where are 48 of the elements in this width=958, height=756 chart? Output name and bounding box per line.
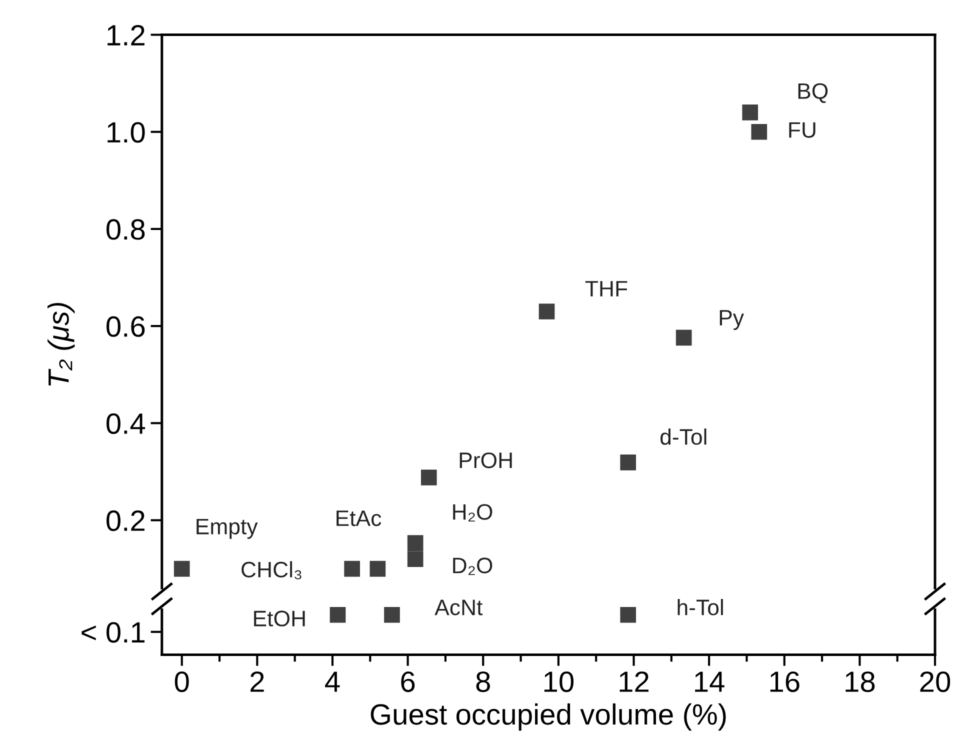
annotation: CHCl₃ bbox=[242, 561, 302, 580]
annotation: d-Tol bbox=[660, 428, 706, 445]
x-axis-title: Guest occupied volume (%) bbox=[370, 703, 726, 731]
annotation: D₂O bbox=[453, 558, 492, 576]
point bbox=[330, 606, 346, 623]
x-tick-label: 16 bbox=[770, 671, 800, 692]
x-tick-label: 12 bbox=[620, 671, 649, 692]
y-tick-label: < 0.1 bbox=[82, 622, 145, 643]
annotation: Empty bbox=[196, 518, 258, 539]
y-tick-label: 1.0 bbox=[108, 122, 145, 143]
annotation: FU bbox=[789, 122, 816, 138]
y-axis-title: T₂ (μs) bbox=[48, 302, 75, 386]
point bbox=[751, 124, 768, 140]
annotation: Py bbox=[720, 310, 744, 330]
annotation: BQ bbox=[798, 83, 828, 103]
point bbox=[742, 104, 758, 120]
annotation: H₂O bbox=[453, 504, 492, 522]
x-tick-label: 8 bbox=[476, 671, 490, 692]
x-tick-label: 2 bbox=[250, 671, 264, 692]
point bbox=[384, 606, 400, 623]
y-tick-label: 1.2 bbox=[108, 24, 144, 46]
y-tick-label: 0.8 bbox=[106, 219, 145, 240]
x-tick-label: 20 bbox=[920, 671, 950, 692]
y-tick-label: 0.4 bbox=[106, 413, 146, 434]
point bbox=[676, 330, 692, 346]
annotation: h-Tol bbox=[678, 598, 723, 616]
y-tick-label: 0.2 bbox=[106, 510, 144, 532]
point bbox=[174, 560, 190, 577]
y-tick-label: 0.6 bbox=[106, 316, 145, 337]
x-tick-label: 10 bbox=[544, 671, 574, 692]
x-tick-label: 14 bbox=[695, 672, 724, 692]
point bbox=[620, 606, 636, 623]
annotation: THF bbox=[585, 281, 628, 296]
annotation: EtOH bbox=[254, 610, 305, 626]
point bbox=[407, 535, 424, 551]
x-tick-label: 0 bbox=[174, 671, 189, 692]
point bbox=[420, 470, 437, 486]
x-tick-label: 4 bbox=[325, 672, 340, 692]
annotation: AcNt bbox=[434, 600, 483, 616]
point bbox=[620, 454, 636, 470]
annotation: PrOH bbox=[460, 452, 512, 468]
annotation: EtAc bbox=[336, 510, 382, 526]
point bbox=[538, 304, 555, 320]
point bbox=[344, 560, 360, 577]
x-tick-label: 6 bbox=[401, 671, 415, 692]
x-tick-label: 18 bbox=[846, 671, 875, 692]
point bbox=[407, 551, 424, 567]
point bbox=[370, 560, 386, 577]
